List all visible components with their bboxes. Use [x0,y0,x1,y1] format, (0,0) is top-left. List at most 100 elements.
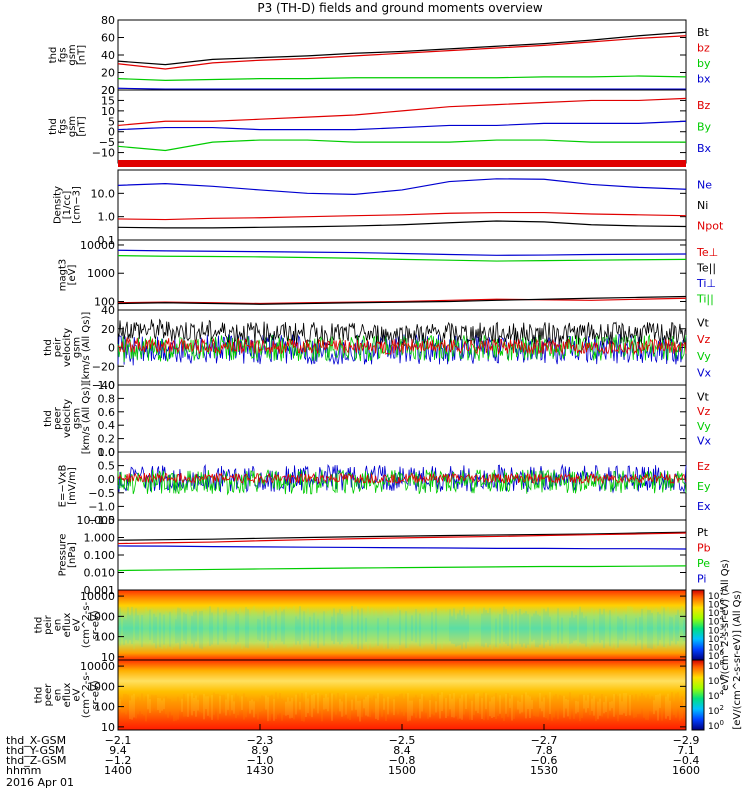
xaxis-row-label: hhmm [6,764,41,777]
ytick-label: 10 [101,721,115,734]
legend: Ez Ey Ex [697,460,711,513]
xtick-label: 1530 [530,764,558,777]
legend: Te⊥ Te|| Ti⊥ Ti|| [696,246,718,306]
legend-item-Vz: Vz [697,405,711,418]
legend-item-bz: bz [697,41,710,54]
series-line-bz [117,35,687,70]
xaxis-row-label: thd_Y-GSM [6,744,65,757]
ylabel-line: fgs [57,119,68,134]
ytick-label: 1.0 [98,211,116,224]
legend-item-Vy: Vy [697,350,711,363]
ytick-label: 10000 [80,590,115,603]
ytick-label: −1.5 [88,514,115,527]
legend-item-Te||: Te|| [696,261,716,274]
legend-item-Bt: Bt [697,26,710,39]
series-line-Pb [117,532,687,545]
xtick-label: 7.8 [535,744,553,757]
xtick-label: 7.1 [677,744,695,757]
legend: Vt Vz Vy Vx [697,316,712,379]
ylabel-line: gsm [72,337,83,358]
ylabel-line: sr-eV) [91,610,102,639]
ylabel-line: thd [48,118,59,135]
ytick-label: 0.001 [84,584,116,597]
series-line-Pi [117,545,687,550]
ytick-label: 1.0 [98,379,116,392]
legend-item-Ne: Ne [697,178,712,191]
colorbar-label: 102 [708,704,724,717]
time-axis: thd_X-GSMthd_Y-GSMthd_Z-GSMhhmm−2.19.4−1… [6,724,700,777]
ytick-label: 20 [101,323,115,336]
legend-item-Pi: Pi [697,572,706,585]
colorbar-title: [eV/(cm^2-s-sr-eV)] (All Qs) [732,590,743,729]
xtick-label: 1430 [246,764,274,777]
xtick-label: 1500 [388,764,416,777]
legend-item-By: By [697,121,712,134]
legend-item-Vx: Vx [697,367,712,380]
ylabel-line: velocity [62,399,73,438]
ylabel-line: peir [53,337,64,357]
spectrogram-texture [117,691,685,722]
panels: 020406080thdfgsgsm[nT]Btbzbybx−10−505101… [34,14,744,734]
spectrogram-image [118,590,686,660]
ylabel-line: eflux [62,683,73,708]
ytick-label: 0.6 [98,406,116,419]
ylabel-line: gsm [67,44,78,65]
ytick-label: 100 [94,701,115,714]
legend: Vt Vz Vy Vx [697,390,712,447]
ylabel-line: Pressure [57,534,68,577]
ylabel-line: thd [43,410,54,427]
series-line-By [117,139,686,152]
date-label: 2016 Apr 01 [6,776,74,789]
xtick-label: −1.0 [247,754,274,767]
ytick-label: −20 [92,360,115,373]
panel-frame [117,519,687,591]
ylabel-line: [1/cc] [62,191,73,220]
series-line-bx [117,87,686,90]
xtick-label: −2.1 [105,734,132,747]
series-line-Pe [117,565,687,572]
ylabel-line: [nT] [76,45,87,65]
panel-pressure: 0.0010.0100.1001.00010.000Pressure[nPa]P… [57,514,710,597]
ytick-label: −1.0 [88,500,115,513]
legend-item-Vx: Vx [697,435,712,448]
ytick-label: 0.100 [84,549,116,562]
legend-item-Ni: Ni [697,199,708,212]
legend: Bt bz by bx [697,26,711,86]
legend: Ne Ni Npot [697,178,724,232]
legend-item-Bz: Bz [697,99,711,112]
ytick-label: −0.5 [88,487,115,500]
ylabel-line: (cm^2-s- [81,671,92,718]
xaxis-row-label: thd_X-GSM [6,734,66,747]
ytick-label: 1.000 [84,532,116,545]
ytick-label: 20 [101,84,115,97]
ylabel: E=−VxB[mV/m] [57,465,78,508]
ylabel: Density[1/cc][cm−3] [53,186,83,224]
ylabel-line: gsm [72,408,83,429]
ylabel-line: magt3 [57,259,68,292]
legend-item-Pt: Pt [697,526,709,539]
series-line-by [117,75,687,81]
series-trace-Vt [117,318,687,346]
ylabel-line: [km/s (All Qs)] [81,312,92,384]
ytick-label: 60 [101,32,115,45]
xtick-label: −0.8 [389,754,416,767]
series-line-Ne [117,178,687,196]
ytick-label: 0 [108,126,115,139]
data-flag-bar [118,160,686,167]
panel-peir_spectrogram: 10100100010000thdpeirenefluxeV(cm^2-s-sr… [34,589,687,664]
xtick-label: 1600 [672,764,700,777]
ylabel-line: [cm−3] [72,186,83,224]
spectrogram-image [118,660,686,730]
legend-item-Ti⊥: Ti⊥ [696,277,716,290]
series-line-Pt [117,531,687,541]
panel-density: 0.1 1.0 10.0 Density[1/cc][cm−3] Ne Ni Npot [53,169,724,247]
ytick-label: 1000 [87,680,115,693]
ylabel-line: peer [53,406,64,430]
ytick-label: 0.1 [98,234,116,247]
